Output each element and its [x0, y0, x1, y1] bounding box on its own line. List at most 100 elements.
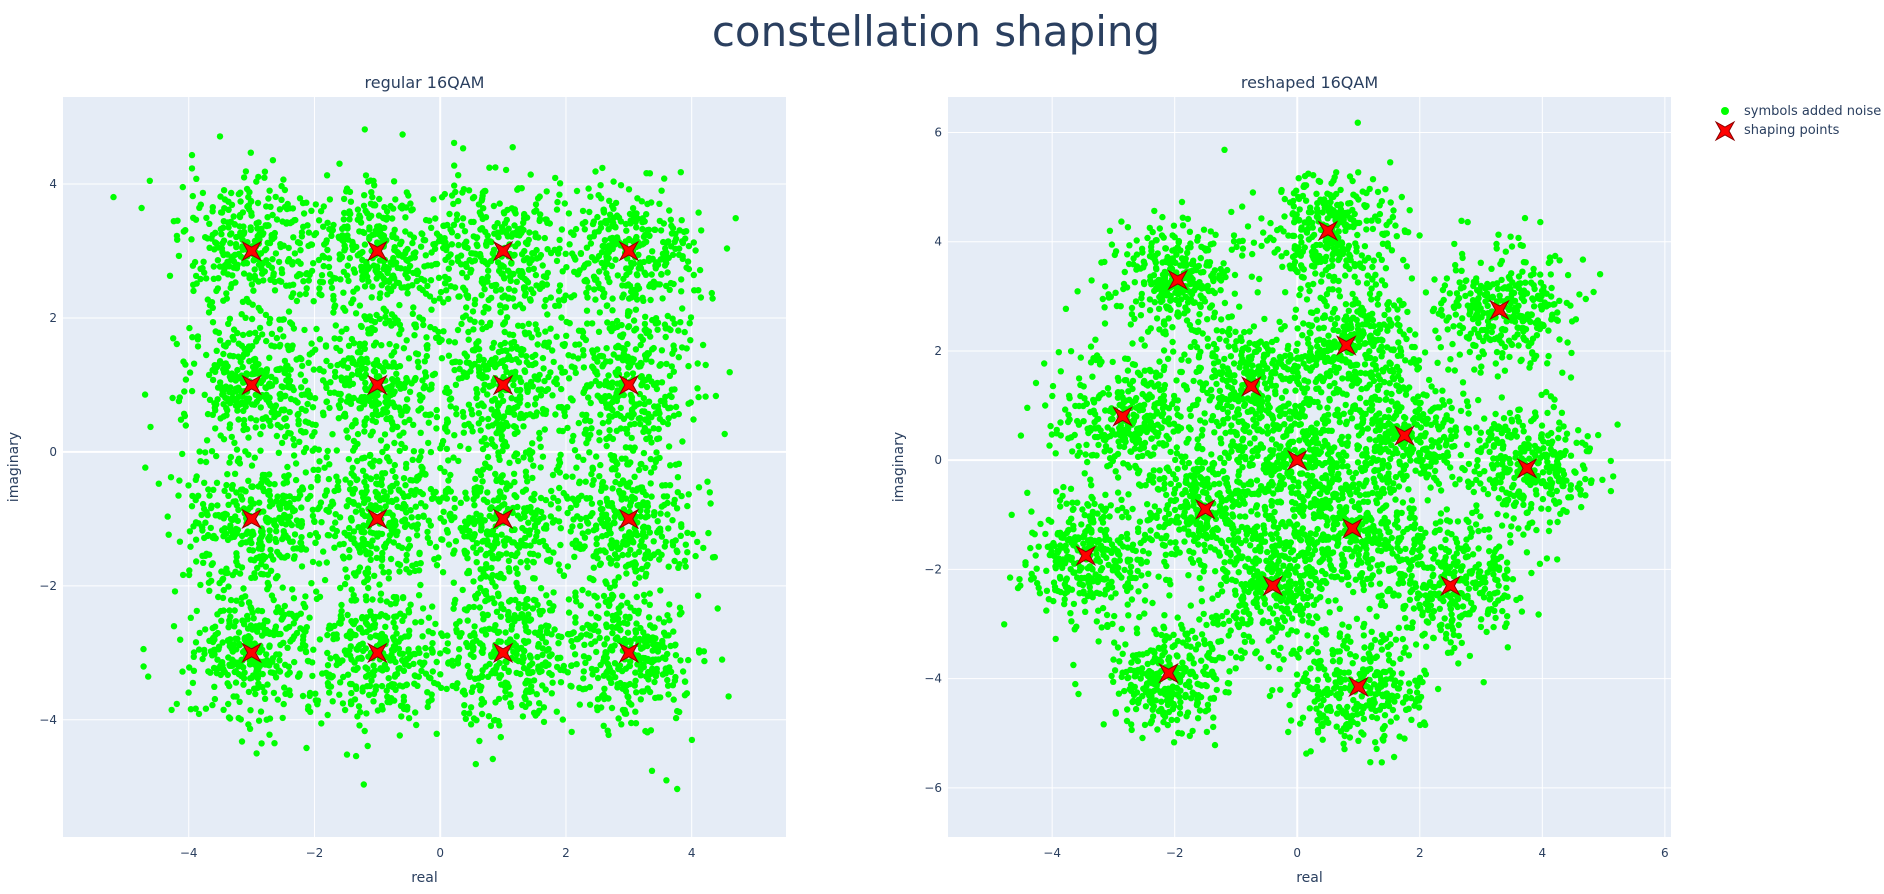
noise-point: [258, 545, 265, 553]
noise-point: [408, 207, 415, 214]
noise-point: [564, 563, 572, 570]
noise-point: [275, 630, 282, 638]
noise-point: [217, 662, 224, 669]
noise-point: [266, 492, 274, 499]
noise-point: [532, 230, 539, 237]
noise-point: [211, 636, 218, 643]
noise-point: [167, 474, 175, 481]
noise-point: [639, 294, 646, 301]
noise-point: [312, 697, 319, 704]
noise-point: [572, 619, 579, 626]
noise-point: [564, 630, 572, 638]
noise-point: [528, 683, 535, 690]
noise-point: [237, 358, 244, 365]
noise-point: [575, 419, 582, 427]
noise-point: [403, 396, 411, 403]
noise-point: [555, 561, 562, 568]
noise-point: [349, 630, 356, 637]
noise-point: [496, 400, 503, 407]
noise-point: [518, 268, 525, 275]
noise-point: [225, 583, 232, 590]
noise-point: [692, 247, 699, 254]
noise-point: [206, 587, 213, 594]
noise-point: [599, 164, 606, 172]
noise-point: [266, 319, 273, 327]
noise-point: [319, 670, 326, 677]
noise-point: [658, 379, 666, 386]
noise-point: [525, 320, 532, 327]
noise-point: [383, 687, 390, 694]
noise-point: [532, 271, 540, 279]
noise-point: [559, 427, 566, 435]
noise-point: [374, 491, 382, 498]
noise-point: [561, 408, 568, 416]
noise-point: [302, 290, 309, 298]
noise-point: [474, 390, 481, 397]
noise-point: [653, 456, 660, 463]
noise-point: [564, 404, 571, 411]
noise-point: [559, 268, 566, 275]
noise-point: [362, 645, 369, 652]
noise-point: [500, 494, 507, 501]
noise-point: [661, 321, 669, 328]
noise-point: [351, 485, 358, 493]
noise-point: [648, 358, 655, 365]
noise-point: [500, 442, 507, 449]
noise-point: [515, 322, 522, 329]
noise-point: [308, 340, 315, 347]
noise-point: [299, 692, 307, 700]
noise-point: [328, 284, 336, 292]
noise-point: [417, 405, 425, 412]
noise-point: [436, 295, 443, 302]
noise-point: [575, 327, 583, 334]
noise-point: [491, 223, 498, 231]
noise-point: [598, 259, 605, 267]
noise-point: [297, 247, 304, 254]
noise-point: [521, 329, 529, 336]
noise-point: [359, 455, 366, 462]
noise-point: [358, 528, 365, 535]
noise-point: [396, 568, 403, 575]
noise-point: [354, 252, 361, 259]
noise-point: [483, 240, 490, 248]
noise-point: [430, 241, 437, 248]
noise-point: [536, 435, 543, 442]
noise-point: [233, 502, 240, 509]
noise-point: [377, 639, 385, 646]
noise-point: [210, 532, 217, 540]
noise-point: [530, 550, 537, 558]
noise-point: [258, 225, 265, 232]
noise-point: [500, 373, 507, 381]
noise-point: [447, 226, 454, 233]
noise-point: [309, 404, 317, 411]
noise-point: [226, 607, 233, 614]
noise-point: [206, 492, 213, 499]
noise-point: [653, 385, 661, 393]
noise-point: [628, 493, 636, 500]
noise-point: [515, 457, 522, 465]
noise-point: [412, 374, 419, 382]
noise-point: [261, 689, 268, 696]
noise-point: [411, 680, 418, 687]
noise-point: [261, 168, 269, 175]
noise-point: [241, 228, 248, 236]
noise-point: [300, 210, 308, 217]
noise-point: [347, 698, 355, 705]
noise-point: [264, 681, 271, 688]
noise-point: [422, 644, 429, 652]
noise-point: [410, 304, 417, 311]
noise-point: [489, 755, 496, 763]
noise-point: [640, 591, 648, 599]
noise-point: [538, 667, 545, 675]
noise-point: [410, 650, 418, 658]
noise-point: [542, 496, 550, 504]
noise-point: [257, 307, 264, 314]
noise-point: [475, 346, 483, 353]
noise-point: [480, 309, 487, 316]
noise-point: [366, 451, 374, 459]
noise-point: [364, 742, 371, 750]
noise-point: [218, 231, 225, 238]
noise-point: [298, 384, 305, 391]
noise-point: [312, 230, 320, 237]
noise-point: [412, 619, 419, 626]
